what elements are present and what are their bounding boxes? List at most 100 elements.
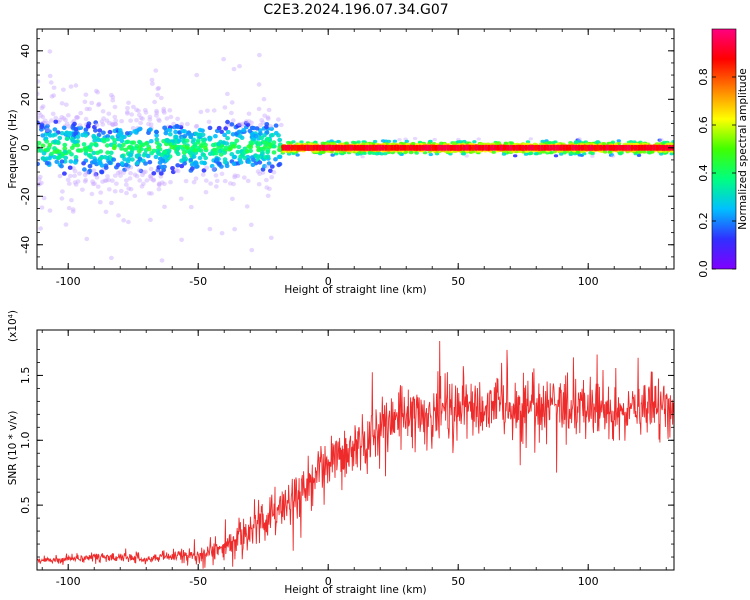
- spectrogram-cell: [110, 98, 116, 103]
- spectrogram-cell: [173, 129, 179, 135]
- spectrogram-core-cell: [637, 144, 641, 151]
- spectrogram-cell: [575, 150, 581, 154]
- spectrogram-cell: [131, 104, 136, 110]
- spectrogram-core-cell: [640, 144, 644, 151]
- spectrogram-cell: [104, 118, 110, 123]
- spectrogram-cell: [229, 100, 235, 105]
- spectrogram-core-cell: [624, 144, 628, 151]
- spectrogram-cell: [105, 174, 110, 179]
- spectrogram-cell: [432, 137, 437, 142]
- spectrogram-cell: [100, 179, 105, 184]
- spectrogram-cell: [204, 165, 210, 170]
- spectrogram-cell: [276, 117, 281, 122]
- spectrogram-cell: [255, 154, 261, 159]
- spectrogram-cell: [157, 181, 162, 186]
- spectrogram-cell: [49, 118, 54, 123]
- spectrogram-cell: [166, 139, 172, 144]
- spectrogram-cell: [200, 172, 206, 177]
- spectrogram-cell: [64, 121, 70, 126]
- spectrogram-cell: [124, 190, 129, 196]
- spectrogram-cell: [37, 145, 40, 150]
- spectrogram-cell: [207, 226, 213, 232]
- spectrogram-cell: [246, 119, 252, 124]
- colorbar-tick-label: 0.2: [697, 212, 710, 230]
- spectrogram-cell: [194, 164, 200, 169]
- spectrogram-cell: [232, 175, 238, 180]
- spectrogram-cell: [156, 117, 162, 122]
- spectrogram-cell: [125, 111, 130, 116]
- spectrogram-cell: [214, 178, 220, 184]
- spectrogram-cell: [559, 152, 564, 156]
- spectrogram-cell: [179, 158, 185, 163]
- spectrogram-core-cell: [287, 144, 291, 151]
- spectrogram-cell: [146, 191, 152, 196]
- spectrogram-cell: [123, 147, 128, 152]
- snr-y-axis-label: SNR (10 * v/v): [7, 411, 19, 486]
- spectrogram-cell: [222, 105, 228, 110]
- spectrogram-cell: [216, 125, 222, 131]
- spectrogram-cell: [83, 148, 89, 153]
- spectrogram-cell: [91, 168, 97, 173]
- spectrogram-cell: [152, 99, 158, 105]
- spectrogram-cell: [53, 115, 59, 121]
- spectrogram-cell: [96, 137, 101, 143]
- x-tick-label: -100: [56, 275, 81, 288]
- spectrogram-cell: [59, 101, 65, 106]
- spectrogram-cell: [170, 169, 176, 175]
- spectrogram-cell: [77, 123, 83, 128]
- spectrogram-cell: [162, 149, 168, 154]
- spectrogram-cell: [361, 142, 366, 146]
- spectrogram-cell: [601, 142, 606, 146]
- spectrogram-cell: [577, 153, 582, 157]
- spectrogram-cell: [149, 77, 155, 83]
- spectrogram-cell: [119, 138, 125, 144]
- spectrogram-cell: [37, 174, 43, 180]
- spectrogram-cell: [37, 91, 40, 96]
- spectrogram-cell: [176, 138, 182, 143]
- spectrogram-cell: [386, 139, 392, 143]
- spectrogram-cell: [540, 139, 545, 143]
- spectrogram-cell: [144, 178, 150, 183]
- spectrogram-cell: [151, 171, 157, 176]
- spectrogram-cell: [272, 29, 275, 30]
- spectrogram-cell: [231, 161, 237, 166]
- spectrogram-cell: [184, 145, 190, 150]
- spectrogram-cell: [96, 132, 102, 138]
- spectrogram-core-cell: [446, 144, 450, 151]
- spectrogram-cell: [184, 138, 190, 143]
- spectrogram-cell: [268, 235, 274, 240]
- spectrogram-cell: [258, 146, 264, 152]
- spectrogram-cell: [112, 114, 118, 120]
- spectrogram-cell: [168, 114, 174, 120]
- spectrogram-cell: [107, 120, 112, 126]
- spectrogram-core-cell: [290, 144, 294, 151]
- spectrogram-cell: [112, 104, 118, 110]
- spectrogram-cell: [151, 178, 156, 183]
- spectrogram-cell: [235, 149, 241, 155]
- spectrogram-cell: [313, 140, 318, 144]
- spectrogram-core-cell: [630, 144, 634, 151]
- spectrogram-cell: [155, 92, 161, 98]
- spectrogram-cell: [193, 160, 199, 165]
- snr-plot: -100 -50 0 50 100 0.5 1.0 1.5 Height of straigh…: [7, 310, 675, 596]
- spectrogram-cell: [126, 145, 132, 150]
- spectrogram-cell: [141, 170, 147, 175]
- spectrogram-cell: [52, 127, 58, 132]
- spectrogram-cell: [44, 161, 50, 166]
- spectrogram-cell: [662, 140, 667, 144]
- spectrogram-cell: [528, 137, 533, 141]
- spectrogram-cell: [67, 165, 73, 170]
- spectrogram-cell: [61, 116, 67, 121]
- spectrogram-cell: [89, 191, 95, 197]
- spectrogram-cell: [268, 168, 273, 173]
- spectrogram-core-cell: [546, 144, 550, 151]
- spectrogram-cell: [169, 144, 175, 150]
- spectrogram-cell: [243, 119, 249, 124]
- spectrogram-cell: [94, 122, 100, 128]
- snr-frame: [36, 329, 675, 571]
- spectrogram-cell: [148, 139, 154, 144]
- spectrogram-cell: [157, 156, 163, 161]
- spectrogram-cell: [397, 138, 402, 142]
- spectrogram-cell: [222, 132, 228, 138]
- spectrogram-cell: [222, 178, 228, 184]
